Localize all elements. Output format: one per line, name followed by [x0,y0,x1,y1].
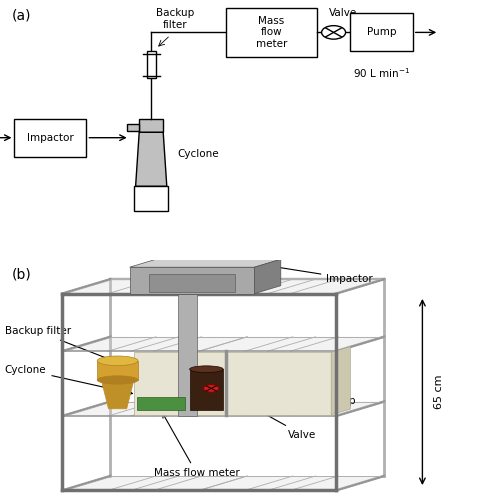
Polygon shape [254,260,281,294]
Bar [127,124,139,131]
Text: Cyclone: Cyclone [5,365,132,394]
Bar [147,52,156,78]
Polygon shape [135,132,167,186]
Bar [226,8,317,56]
Ellipse shape [190,366,223,372]
Text: Valve: Valve [329,8,357,18]
Bar [14,119,86,156]
Text: 90 L min$^{-1}$: 90 L min$^{-1}$ [353,66,410,80]
Text: Mass
flow
meter: Mass flow meter [255,16,287,49]
Text: Mass flow meter: Mass flow meter [154,414,240,478]
Text: Impactor: Impactor [27,132,74,142]
Text: Cyclone: Cyclone [178,149,219,159]
Circle shape [204,384,219,392]
Bar [97,361,138,380]
Text: Pump: Pump [326,388,356,406]
Bar [139,119,163,132]
Circle shape [322,26,346,39]
Text: Backup
filter: Backup filter [156,8,194,30]
Text: Pump: Pump [367,28,396,38]
Bar [178,294,197,416]
Bar [137,397,185,410]
Text: Impactor: Impactor [266,264,373,283]
Polygon shape [101,380,134,409]
Polygon shape [62,279,384,293]
Text: (b): (b) [12,267,32,281]
Polygon shape [62,402,384,416]
Polygon shape [62,476,384,490]
Polygon shape [62,337,384,351]
Polygon shape [331,346,350,415]
Bar [130,267,254,293]
Bar [149,274,235,292]
Text: (a): (a) [12,8,32,22]
Ellipse shape [97,356,138,366]
Polygon shape [130,260,281,267]
Bar [350,14,413,52]
Ellipse shape [97,376,138,384]
Text: Valve: Valve [222,390,316,440]
Bar [134,352,331,415]
Bar [134,186,168,210]
Bar [190,369,223,410]
Text: 65 cm: 65 cm [434,375,444,409]
Text: Backup filter: Backup filter [5,326,134,370]
